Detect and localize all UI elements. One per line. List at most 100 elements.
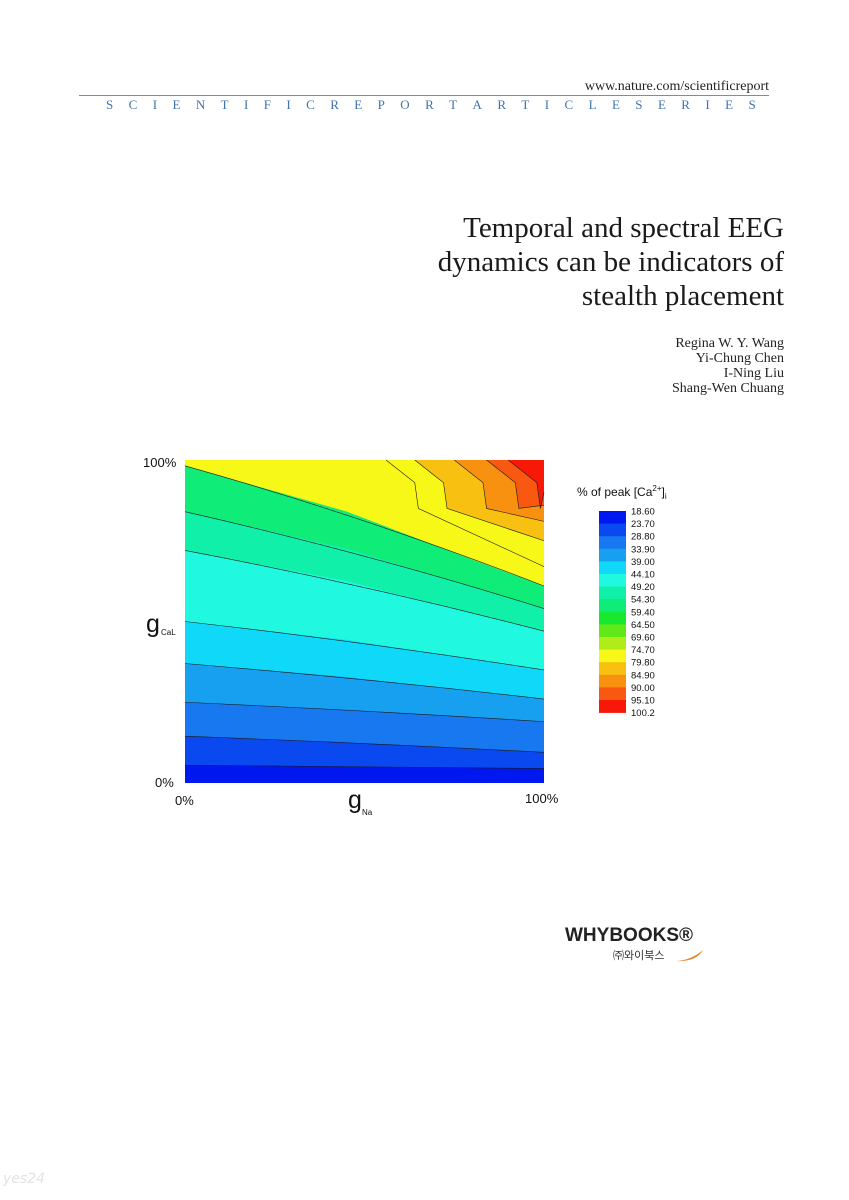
series-letter: E xyxy=(657,97,666,112)
colorbar-tick-label: 44.10 xyxy=(631,570,655,581)
colorbar-swatch xyxy=(599,574,626,587)
colorbar-swatch xyxy=(599,649,626,663)
colorbar-tick-label: 69.60 xyxy=(631,633,655,644)
colorbar-swatch xyxy=(599,586,626,600)
series-letter: T xyxy=(449,97,458,112)
colorbar-tick-label: 28.80 xyxy=(631,532,655,543)
header-rule xyxy=(79,95,769,96)
colorbar-swatch xyxy=(599,599,626,613)
series-letter: F xyxy=(263,97,271,112)
series-letter: C xyxy=(128,97,138,112)
logo-korean-name: ㈜와이북스 xyxy=(613,949,665,962)
x-axis-symbol: g xyxy=(348,786,362,814)
contour-line xyxy=(184,511,545,609)
series-letter: S xyxy=(748,97,756,112)
contour-line xyxy=(184,550,545,632)
series-letter: I xyxy=(544,97,550,112)
colorbar-tick-label: 64.50 xyxy=(631,620,655,631)
colorbar-tick-label: 100.2 xyxy=(631,708,655,719)
x-axis-max-label: 100% xyxy=(525,791,559,806)
colorbar-swatch xyxy=(599,536,626,550)
contour-line xyxy=(507,459,545,509)
colorbar-swatch xyxy=(599,662,626,676)
colorbar-tick-label: 59.40 xyxy=(631,607,655,618)
series-letter: L xyxy=(588,97,597,112)
series-letter: R xyxy=(681,97,690,112)
series-letter: E xyxy=(611,97,620,112)
series-letter: R xyxy=(497,97,506,112)
contour-band xyxy=(185,765,544,783)
colorbar-swatch xyxy=(599,511,626,524)
watermark: yes24 xyxy=(3,1171,46,1187)
x-axis-min-label: 0% xyxy=(175,793,194,808)
y-axis-min-label: 0% xyxy=(155,775,174,790)
cover-figure: 18.60 23.70 28.80 33.90 39.00 44.10 49.20 54.30… xyxy=(140,450,700,830)
series-letter: R xyxy=(330,97,339,112)
colorbar-tick-label: 74.70 xyxy=(631,645,655,656)
colorbar-swatch xyxy=(599,611,626,625)
colorbar-swatch xyxy=(599,637,626,650)
series-letter: O xyxy=(400,97,410,112)
colorbar-swatch xyxy=(599,687,626,701)
colorbar-swatch xyxy=(599,624,626,638)
series-letter: I xyxy=(243,97,249,112)
y-axis-subscript: CaL xyxy=(161,628,176,637)
colorbar-swatch xyxy=(599,523,626,537)
series-letter: A xyxy=(472,97,482,112)
series-letter: E xyxy=(725,97,734,112)
contour-line xyxy=(184,701,545,722)
series-letter: P xyxy=(377,97,385,112)
publisher-logo: WHYBOOKS® ㈜와이북스 xyxy=(565,922,715,967)
series-letter: S xyxy=(635,97,643,112)
x-axis-subscript: Na xyxy=(362,808,373,817)
colorbar-tick-label: 23.70 xyxy=(631,519,655,530)
series-letter: N xyxy=(195,97,206,112)
y-axis-symbol: g xyxy=(146,610,160,638)
series-letter: C xyxy=(306,97,315,112)
logo-wordmark: WHYBOOKS® xyxy=(565,925,693,946)
colorbar-tick-label: 79.80 xyxy=(631,658,655,669)
colorbar-tick-label: 33.90 xyxy=(631,544,655,555)
series-letter: S xyxy=(106,97,114,112)
author-list: Regina W. Y. Wang Yi-Chung Chen I-Ning L… xyxy=(672,336,784,396)
author: Shang-Wen Chuang xyxy=(671,381,784,396)
contour-line xyxy=(184,621,545,671)
colorbar-swatch xyxy=(599,548,626,562)
article-title: Temporal and spectral EEG dynamics can b… xyxy=(284,211,784,313)
contour-line xyxy=(486,459,545,509)
colorbar-tick-label: 18.60 xyxy=(631,507,655,518)
colorbar-swatch xyxy=(599,561,626,575)
contour-line xyxy=(184,465,545,587)
colorbar-swatch xyxy=(599,674,626,688)
colorbar-tick-label: 84.90 xyxy=(631,670,655,681)
colorbar-title: % of peak [Ca2+]i xyxy=(577,484,667,501)
swoosh-icon xyxy=(675,950,703,962)
contour-line xyxy=(184,764,545,769)
series-letter: T xyxy=(521,97,530,112)
colorbar-tick-label: 95.10 xyxy=(631,696,655,707)
contour-line xyxy=(184,735,545,753)
series-letter: R xyxy=(425,97,434,112)
title-line-3: stealth placement xyxy=(581,280,784,312)
colorbar-tick-label: 49.20 xyxy=(631,582,655,593)
series-letter: I xyxy=(152,97,158,112)
series-letter: C xyxy=(564,97,574,112)
y-axis-max-label: 100% xyxy=(143,455,177,470)
contour-line xyxy=(184,663,545,700)
colorbar-tick-label: 39.00 xyxy=(631,557,655,568)
author: Yi-Chung Chen xyxy=(695,351,784,366)
series-letter: E xyxy=(172,97,181,112)
title-line-2: dynamics can be indicators of xyxy=(437,246,784,278)
contour-line xyxy=(414,459,545,542)
series-letter: T xyxy=(220,97,229,112)
contour-line xyxy=(385,459,545,567)
title-line-1: Temporal and spectral EEG xyxy=(463,212,784,244)
colorbar-tick-label: 54.30 xyxy=(631,595,655,606)
journal-url: www.nature.com/scientificreport xyxy=(584,79,769,94)
contour-band xyxy=(508,460,544,509)
author: I-Ning Liu xyxy=(723,366,784,381)
colorbar-swatch xyxy=(599,700,626,713)
series-letter: I xyxy=(286,97,291,112)
